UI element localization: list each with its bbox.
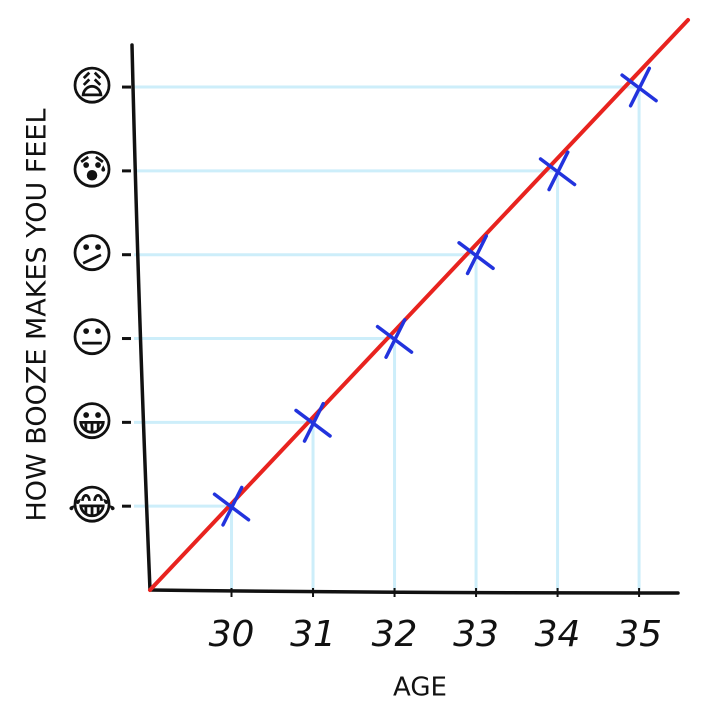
x-tick-label: 33 — [453, 614, 499, 655]
x-axis — [148, 588, 680, 595]
x-tick-label: 35 — [616, 614, 662, 655]
x-tick-label: 32 — [372, 614, 418, 655]
y-tick-label: 😩 — [70, 62, 114, 111]
data-marker — [457, 234, 495, 276]
y-tick-label: 😀 — [70, 397, 114, 446]
y-tick-label: 😐 — [70, 313, 114, 362]
x-tick-label: 30 — [209, 614, 255, 655]
x-tick-label: 31 — [290, 614, 336, 655]
data-marker — [212, 485, 251, 527]
y-tick-label: 😂 — [67, 481, 116, 530]
x-tick-label: 34 — [535, 614, 581, 655]
y-tick-label: 😰 — [70, 145, 114, 194]
data-marker — [375, 318, 414, 359]
x-axis-label: AGE — [393, 673, 447, 703]
data-marker — [620, 66, 658, 108]
y-axis-label: HOW BOOZE MAKES YOU FEEL — [22, 108, 53, 521]
data-marker — [538, 150, 577, 192]
data-marker — [294, 401, 332, 443]
y-axis — [130, 43, 152, 592]
y-tick-label: 😕 — [70, 229, 114, 278]
